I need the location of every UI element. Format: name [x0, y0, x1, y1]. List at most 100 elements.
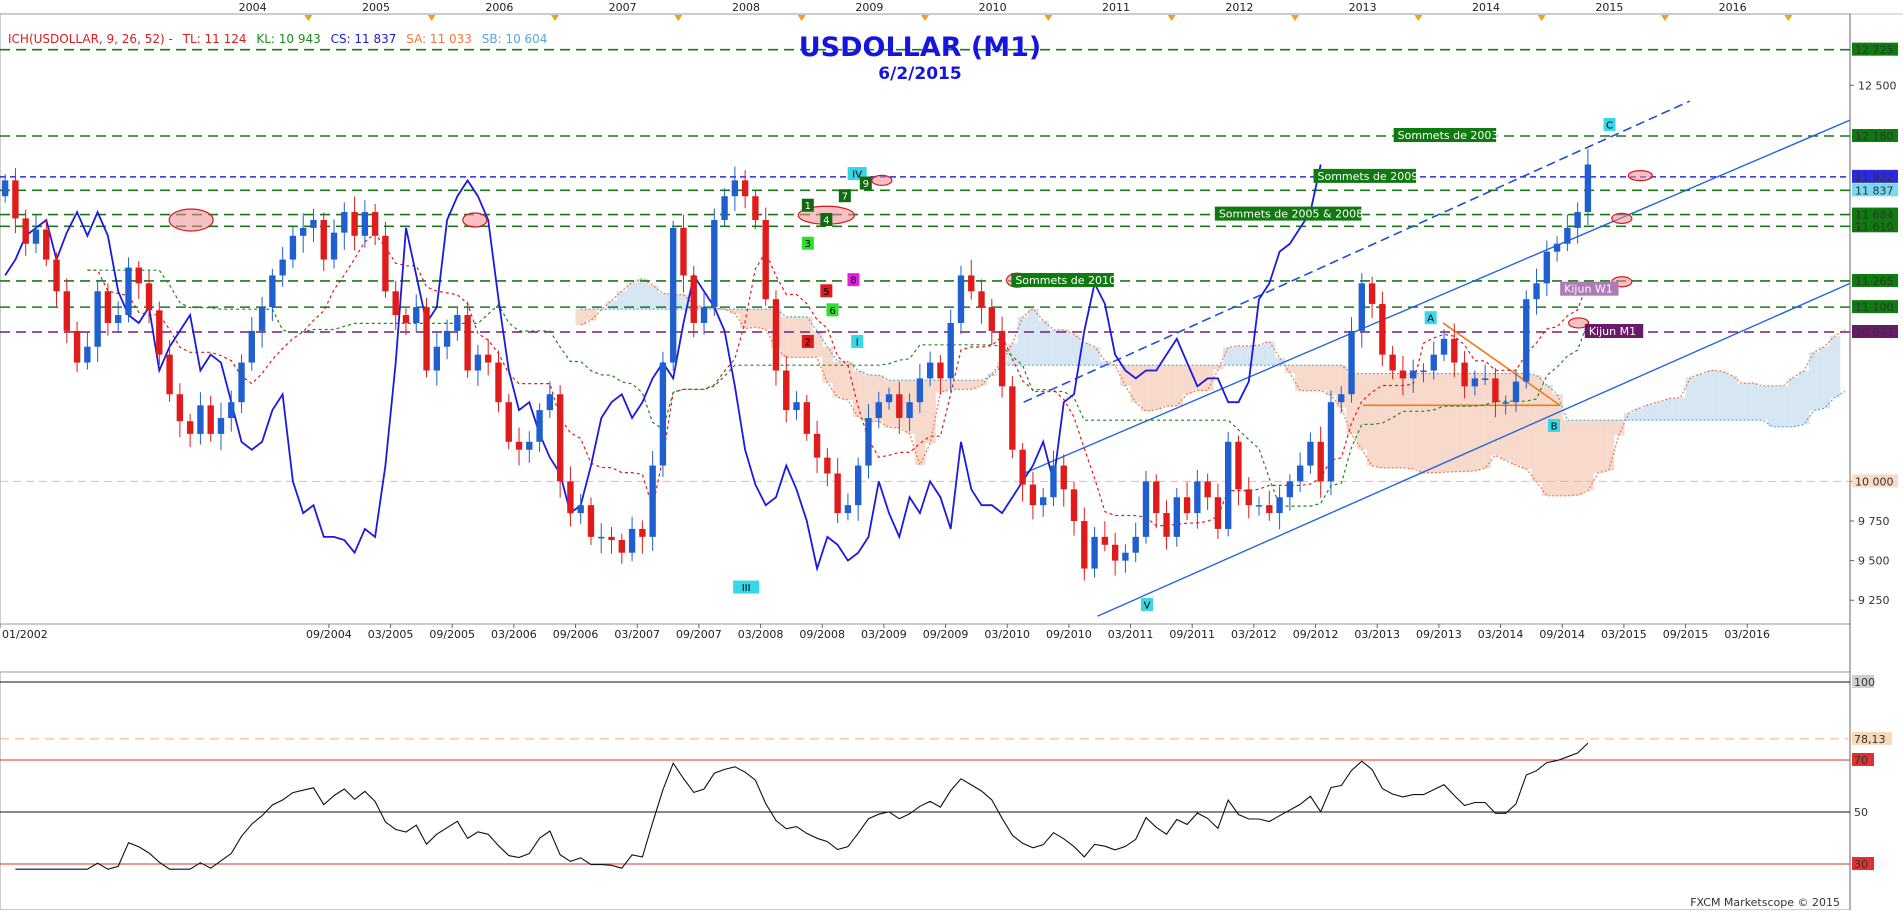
legend-kl: KL: 10 943 [256, 32, 320, 46]
candle-body [567, 481, 574, 514]
candle-body [310, 219, 317, 228]
candle-body [803, 402, 810, 434]
kumo-segment [1161, 365, 1173, 407]
candle-body [1204, 481, 1211, 498]
candle-body [53, 259, 60, 292]
wave-label: 8 [850, 276, 856, 287]
candle-body [454, 315, 461, 331]
y-tick-label: 9 500 [1858, 555, 1890, 568]
wave-label-box [801, 198, 814, 212]
candle-body [546, 394, 554, 411]
candle-body [762, 219, 769, 300]
kumo-segment [1284, 365, 1296, 374]
candle-body [1194, 481, 1201, 514]
year-label: 2016 [1719, 1, 1747, 14]
candle-body [84, 346, 91, 363]
candle-body [135, 267, 142, 284]
candle-body [896, 394, 903, 419]
candle-body [104, 291, 112, 323]
kumo-segment [1366, 373, 1378, 466]
kumo-segment [1767, 385, 1779, 427]
candle-body [1266, 505, 1273, 514]
candle-body [371, 212, 379, 236]
candle-body [731, 180, 739, 197]
legend-ichimoku: ICH(USDOLLAR, 9, 26, 52) - [8, 32, 173, 46]
rsi-tag [1852, 753, 1874, 766]
x-tick-label: 09/2014 [1539, 628, 1585, 641]
candle-body [1368, 283, 1376, 304]
candle-body [1523, 299, 1530, 382]
wave-label-box [838, 189, 851, 203]
kumo-segment [1531, 375, 1543, 482]
kijun-line [87, 269, 1589, 507]
wave-label: IV [852, 170, 862, 181]
year-label: 2007 [609, 1, 637, 14]
wave-labels: III IV V A B C I 1 2 3 4 56 7 8 9 [733, 117, 1616, 611]
legend-sb: SB: 10 604 [482, 32, 548, 46]
kumo-segment [1233, 345, 1245, 366]
rsi-tick-label: 100 [1854, 676, 1875, 689]
annotation-box [1011, 272, 1114, 287]
candle-body [1296, 465, 1304, 482]
candle-body [1379, 303, 1386, 355]
candle-body [1009, 386, 1016, 450]
candle-body [1225, 441, 1232, 529]
kumo-segment [1068, 334, 1080, 366]
candle-body [443, 330, 451, 347]
wave-label: A [1427, 314, 1434, 325]
candle-body [824, 457, 831, 474]
wave-label-box [1603, 117, 1616, 131]
candle-body [772, 299, 780, 371]
kumo-segment [678, 294, 690, 310]
kumo-segment [1243, 345, 1255, 366]
kumo-segment [1623, 412, 1635, 421]
candle-body [402, 315, 410, 323]
highlight-ellipse [1611, 212, 1633, 224]
candle-body [680, 227, 687, 276]
year-marker-icon [1414, 15, 1423, 21]
candle-body [618, 540, 625, 553]
kumo-segment [585, 309, 597, 321]
kumo-segment [976, 380, 988, 386]
candle-body [300, 227, 307, 236]
wave-label-box [851, 334, 864, 348]
kumo-segment [1634, 408, 1646, 421]
candle-body [1122, 552, 1129, 561]
candle-body [63, 291, 70, 331]
candle-body [1420, 370, 1427, 372]
kumo-segment [1819, 346, 1831, 409]
candle-body [166, 354, 173, 395]
kumo-segment [1613, 420, 1625, 436]
annotation-label: Sommets de 2009 [1318, 170, 1419, 183]
kumo-segment [1685, 377, 1697, 421]
candle-body [1040, 497, 1047, 506]
kumo-segment [1017, 317, 1029, 366]
candle-body [1235, 441, 1242, 490]
candle-body [587, 505, 595, 537]
candle-body [1317, 441, 1324, 482]
kumo-segment [1099, 360, 1111, 366]
wave-label-box [826, 303, 839, 317]
candle-body [341, 212, 348, 233]
candle-body [628, 528, 636, 553]
candle-body [207, 405, 214, 434]
annotation-label: Kijun W1 [1564, 283, 1613, 296]
wave-label: III [742, 583, 751, 594]
year-label: 2013 [1349, 1, 1377, 14]
level-tag-label: 11 684 [1855, 209, 1894, 222]
wave-label: V [1144, 600, 1151, 611]
candle-body [1050, 465, 1057, 498]
wave-label-box [1141, 597, 1153, 611]
kumo-segment [729, 309, 741, 314]
candle-body [1430, 354, 1437, 371]
kumo-segment [1562, 420, 1574, 496]
triangle-top-line [1442, 322, 1561, 407]
x-tick-label: 03/2005 [368, 628, 414, 641]
candle-body [968, 275, 975, 292]
candle-body [1132, 536, 1139, 553]
kumo-segment [1551, 394, 1563, 496]
annotation-label: Sommets de 2005 & 2008 [1219, 208, 1363, 221]
footer-credit: FXCM Marketscope © 2015 [1690, 896, 1840, 909]
candle-body [1, 180, 9, 197]
candle-body [279, 259, 286, 276]
